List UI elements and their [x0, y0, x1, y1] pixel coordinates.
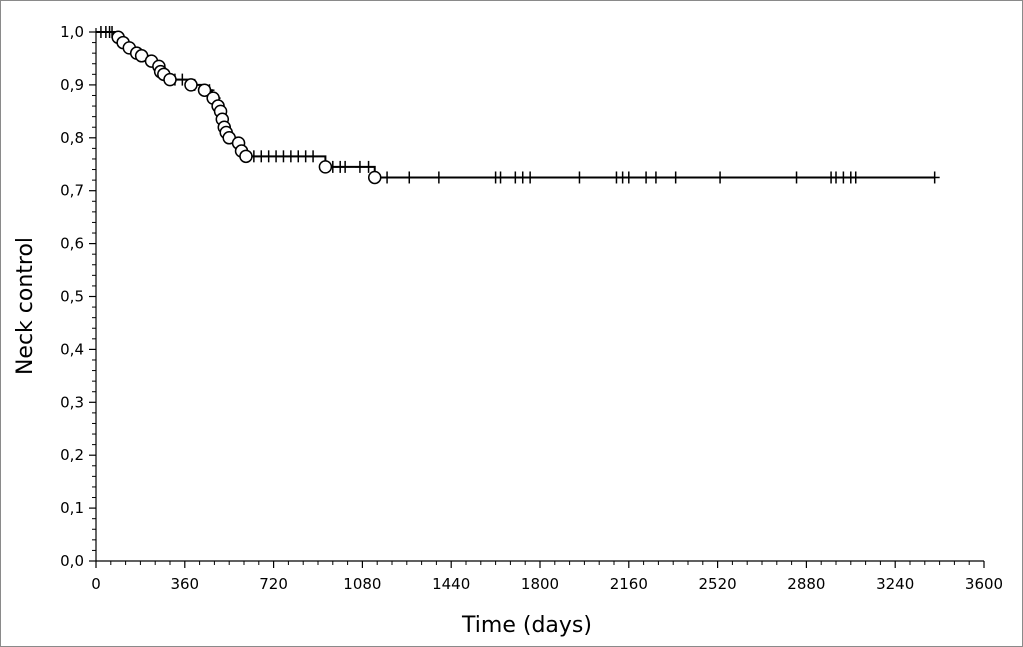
- censor-mark: [340, 160, 351, 173]
- x-axis-label: Time (days): [461, 613, 592, 638]
- event-marker: [239, 149, 253, 164]
- x-tick-label: 2160: [610, 575, 648, 593]
- y-tick-label: 0,1: [60, 499, 84, 517]
- y-tick-label: 0,3: [60, 393, 84, 411]
- y-tick-label: 0,9: [60, 76, 84, 94]
- y-tick-label: 0,0: [60, 552, 84, 570]
- y-tick-label: 0,5: [60, 288, 84, 306]
- censor-mark: [404, 171, 415, 184]
- x-tick-label: 720: [259, 575, 288, 593]
- x-tick-label: 3600: [965, 575, 1003, 593]
- censor-mark: [525, 171, 536, 184]
- censor-mark: [850, 171, 861, 184]
- censor-mark: [715, 171, 726, 184]
- event-marker: [163, 72, 177, 87]
- censor-mark: [929, 171, 940, 184]
- y-tick-label: 0,7: [60, 182, 84, 200]
- censor-mark: [382, 171, 393, 184]
- x-tick-label: 2520: [699, 575, 737, 593]
- axes: [95, 28, 984, 562]
- censor-mark: [495, 171, 506, 184]
- censor-mark: [433, 171, 444, 184]
- x-tick-label: 360: [170, 575, 199, 593]
- censor-mark: [308, 150, 319, 163]
- censor-mark: [574, 171, 585, 184]
- censor-mark: [177, 73, 188, 86]
- x-tick-label: 2880: [787, 575, 825, 593]
- event-marker: [197, 83, 212, 97]
- censor-mark: [650, 171, 661, 184]
- x-tick-label: 1080: [343, 575, 381, 593]
- censor-mark: [670, 171, 681, 184]
- y-axis-label: Neck control: [13, 237, 38, 375]
- event-marker: [184, 78, 198, 92]
- y-axis-ticks: 0,0 0,1 0,2 0,3 0,4 0,5 0,6 0,7 0,8 0,9 1,0: [60, 23, 96, 570]
- x-tick-label: 1440: [432, 575, 470, 593]
- censor-mark: [623, 171, 634, 184]
- y-tick-label: 0,6: [60, 235, 84, 253]
- y-tick-label: 0,2: [60, 446, 84, 464]
- censor-mark: [354, 160, 365, 173]
- censor-mark: [641, 171, 652, 184]
- censor-mark: [791, 171, 802, 184]
- y-tick-label: 0,8: [60, 129, 84, 147]
- x-axis-ticks: 0 360 720 1080 1440 1800 2160 2520 2880 3240 3600: [91, 561, 1003, 593]
- event-marker: [367, 170, 382, 185]
- event-marker: [318, 160, 333, 174]
- censor-mark: [363, 160, 374, 173]
- y-tick-label: 0,4: [60, 340, 84, 358]
- x-tick-label: 0: [91, 575, 101, 593]
- y-tick-label: 1,0: [60, 23, 84, 41]
- x-tick-label: 3240: [876, 575, 914, 593]
- x-tick-label: 1800: [521, 575, 559, 593]
- plot-area: [95, 26, 940, 185]
